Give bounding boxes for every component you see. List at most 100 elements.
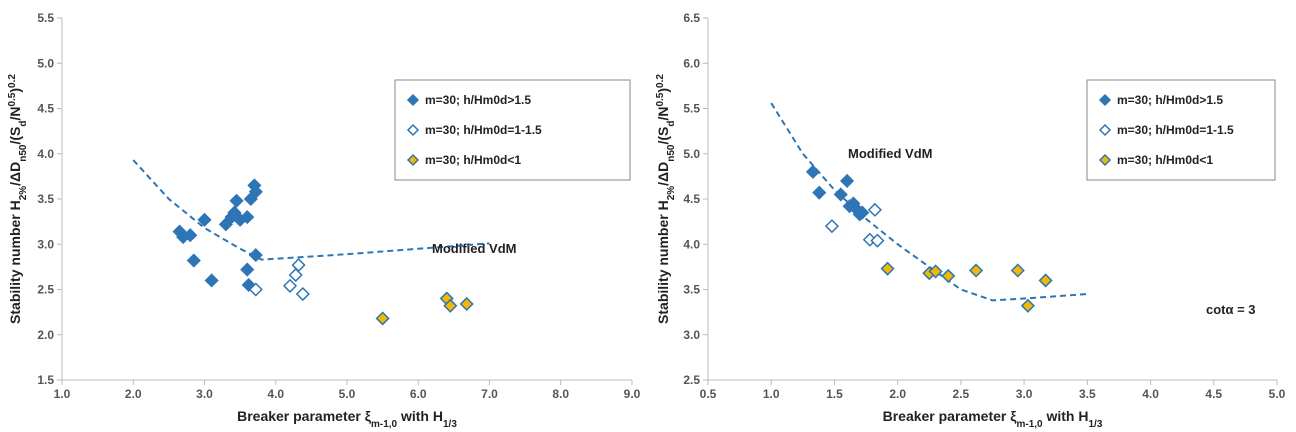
y-tick-label: 5.0	[37, 56, 54, 70]
y-axis-label-part: d	[666, 121, 677, 127]
x-tick-label: 1.5	[826, 387, 843, 401]
x-tick-label: 8.0	[552, 387, 569, 401]
x-tick-label: 1.0	[54, 387, 71, 401]
point	[855, 205, 870, 220]
y-axis-label-part: )	[7, 88, 23, 93]
legend-marker	[1098, 123, 1112, 137]
chart-panel: 2.5 3.0 3.5 4.0 4.5 5.0 5.5 6.0 6.5 0.5 1.0 1.5 2.0 2…	[655, 11, 1286, 430]
y-axis-label-part: 2%	[666, 186, 677, 201]
point	[941, 268, 956, 283]
legend-box	[394, 79, 631, 181]
y-axis-label-part: Stability number H	[655, 200, 671, 324]
y-axis-label: Stability number H2%/ΔDn50/(Sd/N0.5)0.2	[7, 74, 29, 324]
y-tick-label: 5.0	[683, 147, 700, 161]
point	[928, 264, 943, 279]
x-tick-label: 5.0	[1269, 387, 1286, 401]
x-axis-label-part: m-1,0	[1016, 419, 1043, 430]
point	[186, 253, 201, 268]
x-tick-label: 2.0	[889, 387, 906, 401]
point	[1010, 263, 1025, 278]
x-tick-label: 5.0	[339, 387, 356, 401]
legend: m=30; h/Hm0d>1.5 m=30; h/Hm0d=1-1.5 m=30; …	[394, 79, 631, 181]
y-axis-label: Stability number H2%/ΔDn50/(Sd/N0.5)0.2	[655, 74, 677, 324]
point	[443, 298, 458, 313]
x-tick-label: 7.0	[481, 387, 498, 401]
x-axis-label-part: m-1,0	[371, 419, 398, 430]
y-axis-label-part: n50	[666, 144, 677, 162]
annotation: Modified VdM	[432, 241, 517, 256]
point	[291, 258, 306, 273]
x-axis-label-part: 1/3	[443, 419, 457, 430]
point	[240, 262, 255, 277]
y-axis-label-part: 0.2	[7, 74, 18, 88]
point	[805, 164, 821, 179]
chart-panel: 1.5 2.0 2.5 3.0 3.5 4.0 4.5 5.0 5.5 1.0 2.0 3.0 4.0 5…	[7, 11, 641, 430]
y-tick-label: 3.0	[37, 237, 54, 251]
y-tick-label: 4.0	[37, 147, 54, 161]
point	[248, 282, 263, 297]
x-tick-label: 9.0	[624, 387, 641, 401]
point	[248, 184, 263, 199]
point	[870, 233, 885, 248]
y-axis-label-part: 0.2	[655, 74, 666, 88]
y-tick-label: 2.0	[37, 328, 54, 342]
y-axis-label-part: /ΔD	[7, 162, 23, 186]
point	[229, 193, 244, 208]
x-tick-label: 4.0	[1142, 387, 1159, 401]
point	[1038, 273, 1053, 288]
legend-marker	[406, 93, 420, 107]
x-axis-label-part: with H	[1043, 408, 1089, 424]
legend-label: m=30; h/Hm0d=1-1.5	[1117, 123, 1234, 137]
point	[840, 173, 855, 188]
y-axis-label-part: 0.5	[655, 92, 666, 106]
y-axis-label-part: Stability number H	[7, 200, 23, 324]
point	[459, 296, 474, 312]
y-axis-label-part: /ΔD	[655, 162, 671, 186]
point	[375, 311, 390, 326]
y-tick-label: 5.5	[37, 11, 54, 25]
point	[288, 267, 303, 283]
y-axis-label-part: )	[655, 88, 671, 93]
legend-marker	[1098, 93, 1112, 107]
x-axis-label-part: Breaker parameter ξ	[883, 408, 1018, 424]
annotation: Modified VdM	[848, 146, 933, 161]
y-tick-label: 1.5	[37, 373, 54, 387]
point	[282, 278, 298, 293]
point	[183, 228, 198, 243]
legend-marker	[1098, 153, 1112, 167]
x-tick-label: 3.0	[196, 387, 213, 401]
point	[204, 273, 219, 288]
legend-label: m=30; h/Hm0d>1.5	[425, 93, 531, 107]
x-axis-label-part: with H	[397, 408, 443, 424]
y-tick-label: 4.5	[683, 192, 700, 206]
y-axis-label-part: d	[18, 121, 29, 127]
y-axis-label-part: /N	[7, 107, 23, 121]
x-tick-label: 1.0	[763, 387, 780, 401]
legend-label: m=30; h/Hm0d>1.5	[1117, 93, 1223, 107]
y-tick-label: 2.5	[683, 373, 700, 387]
y-tick-label: 4.0	[683, 237, 700, 251]
y-axis-label-part: /N	[655, 107, 671, 121]
annotation: cotα = 3	[1206, 302, 1256, 317]
x-tick-label: 2.0	[125, 387, 142, 401]
x-axis-label-part: 1/3	[1088, 419, 1102, 430]
point	[812, 185, 827, 200]
y-tick-label: 3.5	[37, 192, 54, 206]
x-axis-label-part: Breaker parameter ξ	[237, 408, 372, 424]
x-tick-label: 3.5	[1079, 387, 1096, 401]
y-axis-label-part: /(S	[7, 127, 23, 145]
y-tick-label: 4.5	[37, 102, 54, 116]
legend: m=30; h/Hm0d>1.5 m=30; h/Hm0d=1-1.5 m=30; …	[1086, 79, 1276, 181]
point	[295, 286, 310, 302]
y-tick-label: 6.5	[683, 11, 700, 25]
y-tick-label: 3.5	[683, 283, 700, 297]
x-tick-label: 3.0	[1016, 387, 1033, 401]
point	[824, 219, 839, 234]
x-tick-label: 4.5	[1205, 387, 1222, 401]
point	[197, 212, 212, 227]
legend-label: m=30; h/Hm0d<1	[425, 153, 521, 167]
point	[833, 187, 848, 202]
point	[880, 261, 895, 276]
x-axis-label: Breaker parameter ξm-1,0 with H1/3	[237, 408, 457, 430]
